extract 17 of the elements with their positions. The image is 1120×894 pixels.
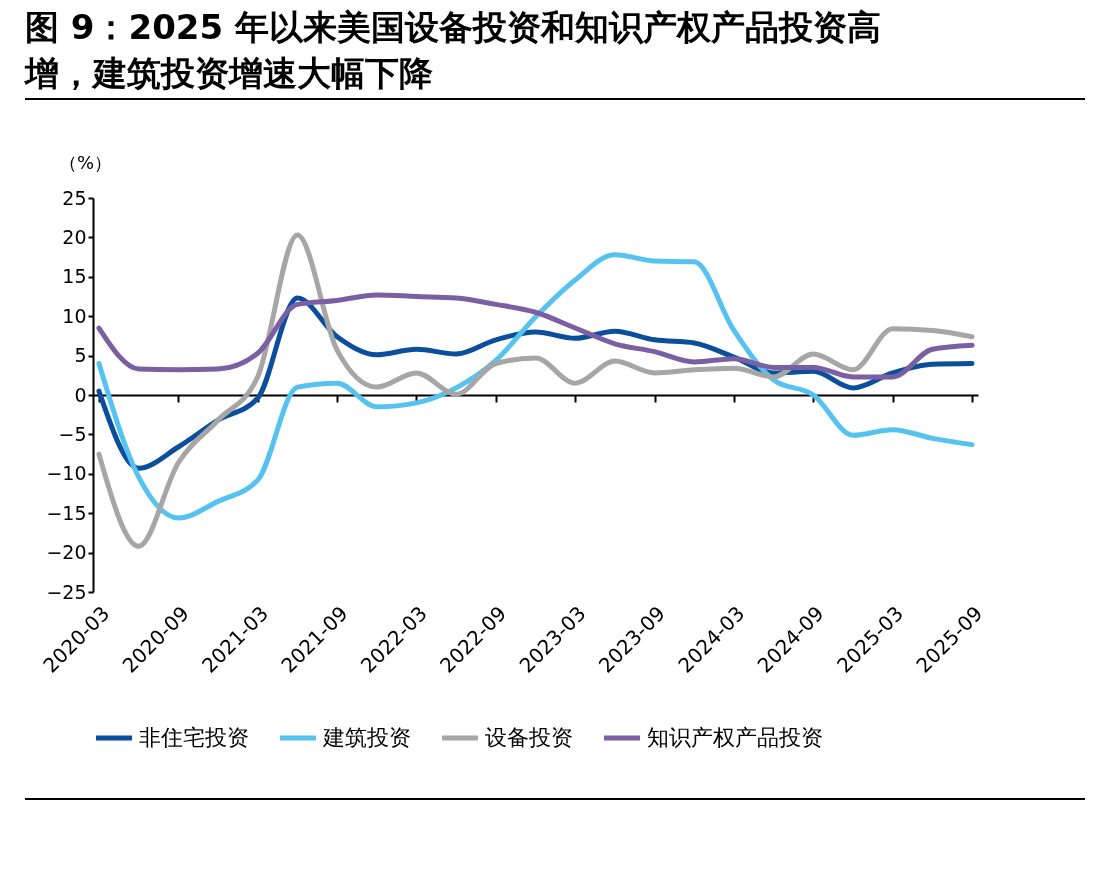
chart-title: 图 9：2025 年以来美国设备投资和知识产权产品投资高增，建筑投资增速大幅下降 [25,4,1085,100]
y-tick-label: 15 [62,265,87,288]
y-axis-title: （%） [58,151,113,173]
y-tick-label: −20 [46,541,87,564]
y-tick-label: 25 [62,186,87,209]
y-tick-label: −10 [46,462,87,485]
legend-label: 非住宅投资 [139,725,249,750]
y-tick-label: 10 [62,304,87,327]
legend-label: 设备投资 [485,725,573,750]
y-tick-label: 0 [74,383,87,406]
y-tick-label: 5 [74,344,87,367]
y-tick-label: −25 [46,580,87,603]
legend-label: 知识产权产品投资 [647,725,823,750]
y-tick-label: −15 [46,501,87,524]
y-tick-label: −5 [58,422,87,445]
legend-label: 建筑投资 [322,725,411,750]
y-tick-label: 20 [62,225,87,248]
